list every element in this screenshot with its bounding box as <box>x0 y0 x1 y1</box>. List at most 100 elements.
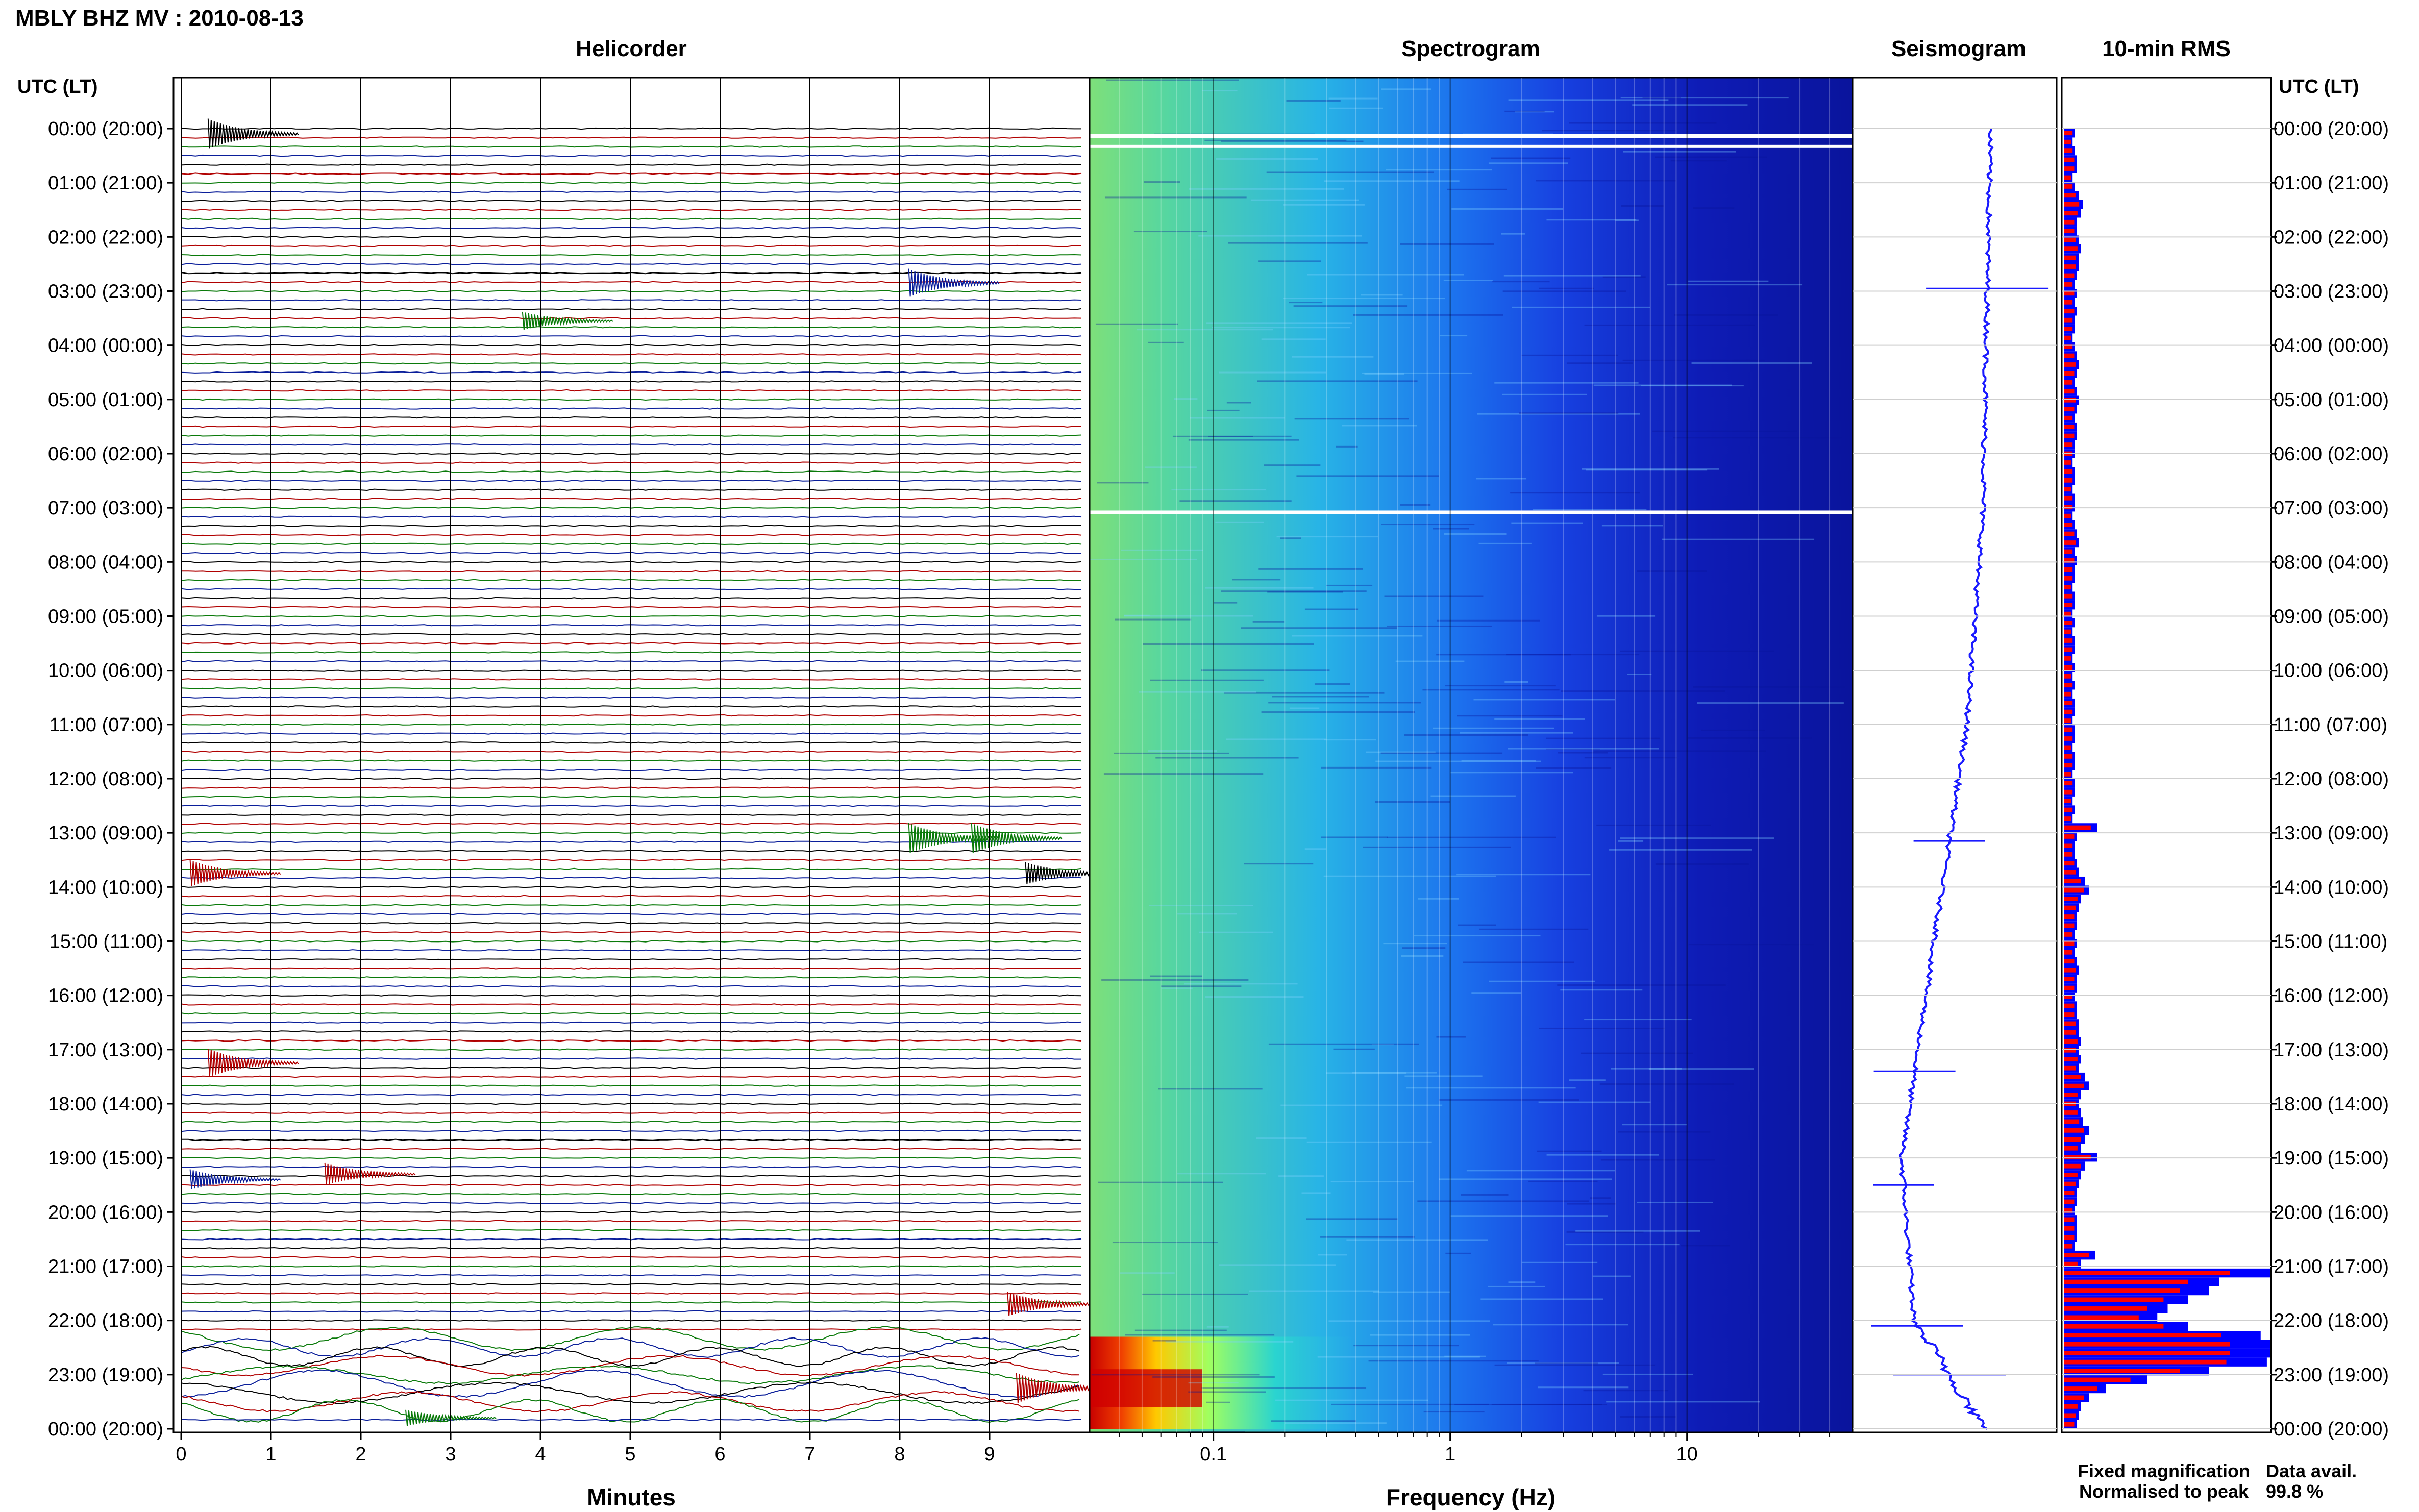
rms-bar-normalised <box>2064 1083 2084 1088</box>
frequency-tick-label: 10 <box>1676 1444 1698 1465</box>
spectrogram-noise-stripe <box>1688 737 1812 739</box>
spectrogram-noise-stripe <box>1143 181 1180 183</box>
spectrogram-noise-stripe <box>1258 260 1321 262</box>
figure-title: MBLY BHZ MV : 2010-08-13 <box>15 6 304 31</box>
time-tick-left: 02:00 (22:00) <box>48 227 163 248</box>
rms-bar-normalised <box>2064 691 2071 697</box>
rms-bar-normalised <box>2064 460 2071 465</box>
helicorder-trace-line <box>181 244 1082 247</box>
time-tick-left: 06:00 (02:00) <box>48 443 163 465</box>
rms-bar-normalised <box>2064 1306 2147 1311</box>
helicorder-trace-line <box>181 741 1082 744</box>
spectrogram-noise-stripe <box>1143 642 1314 645</box>
rms-bar-normalised <box>2064 148 2073 153</box>
spectrogram-noise-stripe <box>1593 750 1766 752</box>
spectrogram-noise-stripe <box>1561 690 1725 692</box>
spectrogram-noise-stripe <box>1268 1043 1419 1045</box>
spectrogram-noise-stripe <box>1241 627 1397 629</box>
spectrogram-noise-stripe <box>1436 654 1571 656</box>
spectrogram-noise-stripe <box>1521 354 1618 356</box>
helicorder-trace-line <box>181 1175 1082 1177</box>
helicorder-trace-line <box>181 732 1082 735</box>
helicorder-trace-line <box>181 1202 1082 1204</box>
spectrogram-noise-stripe <box>1510 492 1640 494</box>
spectrogram-noise-stripe <box>1515 111 1554 113</box>
spectrogram-noise-stripe <box>1323 875 1496 877</box>
helicorder-trace-line <box>181 696 1082 699</box>
time-tick-left: 07:00 (03:00) <box>48 498 163 519</box>
helicorder-trace-line <box>181 1156 1082 1159</box>
spectrogram-noise-stripe <box>1641 385 1744 387</box>
spectrogram-noise-stripe <box>1095 323 1178 325</box>
helicorder-trace-line <box>181 1292 1082 1295</box>
time-tick-right: 04:00 (00:00) <box>2274 335 2389 357</box>
helicorder-event-burst <box>207 118 299 149</box>
spectrogram-noise-stripe <box>1506 654 1640 656</box>
spectrogram-noise-stripe <box>1582 468 1719 470</box>
rms-bar-normalised <box>2064 317 2073 323</box>
time-tick-right: 13:00 (09:00) <box>2274 823 2389 844</box>
spectrogram-noise-stripe <box>1364 373 1405 375</box>
helicorder-trace-line <box>181 154 1082 157</box>
time-tick-right: 12:00 (08:00) <box>2274 769 2389 790</box>
time-tick-right: 10:00 (06:00) <box>2274 660 2389 682</box>
spectrogram-noise-stripe <box>1479 928 1589 930</box>
rms-bar-normalised <box>2064 264 2076 269</box>
rms-bar-normalised <box>2064 1075 2081 1080</box>
helicorder-trace-line <box>181 515 1082 518</box>
rms-bar-normalised <box>2064 202 2080 207</box>
spectrogram-noise-stripe <box>1423 1411 1485 1413</box>
helicorder-trace-line <box>181 1247 1082 1250</box>
spectrogram-noise-stripe <box>1336 445 1358 448</box>
spectrogram-noise-stripe <box>1688 944 1814 946</box>
minute-tick-label: 2 <box>355 1444 366 1465</box>
spectrogram-noise-stripe <box>1444 533 1507 535</box>
rms-bar-normalised <box>2064 415 2073 420</box>
time-tick-left: 15:00 (11:00) <box>50 931 163 953</box>
time-tick-right: 14:00 (10:00) <box>2274 877 2389 898</box>
spectrogram-gap <box>1090 510 1853 514</box>
rms-bar-normalised <box>2064 647 2073 652</box>
spectrogram-noise-stripe <box>1104 196 1247 199</box>
spectrogram-noise-stripe <box>1655 156 1767 158</box>
spectrogram-image <box>1090 78 1853 1432</box>
spectrogram-noise-stripe <box>1137 329 1273 331</box>
helicorder-trace-line <box>181 1148 1081 1150</box>
spectrogram-noise-stripe <box>1539 287 1594 289</box>
spectrogram-noise-stripe <box>1473 699 1615 701</box>
spectrogram-noise-stripe <box>1622 359 1765 361</box>
spectrogram-noise-stripe <box>1637 1201 1713 1203</box>
rms-bar-normalised <box>2064 237 2076 242</box>
rms-bar-normalised <box>2064 1128 2084 1133</box>
helicorder-trace-line <box>181 624 1082 627</box>
spectrogram-noise-stripe <box>1226 738 1326 740</box>
helicorder-trace-line <box>181 434 1082 437</box>
spectrogram-noise-stripe <box>1280 537 1301 539</box>
rms-bar-normalised <box>2064 674 2071 679</box>
spectrogram-noise-stripe <box>1318 1254 1347 1256</box>
helicorder-trace-line <box>181 317 1082 319</box>
helicorder-event-burst <box>908 268 1000 297</box>
spectrogram-noise-stripe <box>1477 413 1640 415</box>
rms-bar-normalised <box>2064 977 2075 982</box>
spectrogram-noise-stripe <box>1402 947 1446 949</box>
minute-tick-label: 9 <box>984 1444 995 1465</box>
time-tick-right: 02:00 (22:00) <box>2274 227 2389 248</box>
spectrogram-noise-stripe <box>1681 1245 1730 1247</box>
rms-bar-normalised <box>2064 1404 2078 1409</box>
rms-bar-normalised <box>2064 1333 2221 1338</box>
spectrogram-noise-stripe <box>1662 538 1815 540</box>
spectrogram-noise-stripe <box>1504 681 1529 683</box>
time-tick-right: 08:00 (04:00) <box>2274 552 2389 573</box>
spectrogram-noise-stripe <box>1622 1124 1687 1126</box>
spectrogram-noise-stripe <box>1221 140 1364 142</box>
spectrogram-noise-stripe <box>1252 621 1285 623</box>
spectrogram-noise-stripe <box>1264 464 1321 466</box>
rms-bar-normalised <box>2064 1288 2180 1293</box>
helicorder-trace-line <box>181 299 1082 302</box>
helicorder-trace-line <box>181 181 1082 184</box>
rms-bar-normalised <box>2064 487 2071 492</box>
rms-bar-normalised <box>2064 513 2071 518</box>
helicorder-trace-line <box>181 1102 1082 1105</box>
spectrogram-noise-stripe <box>1602 276 1646 278</box>
